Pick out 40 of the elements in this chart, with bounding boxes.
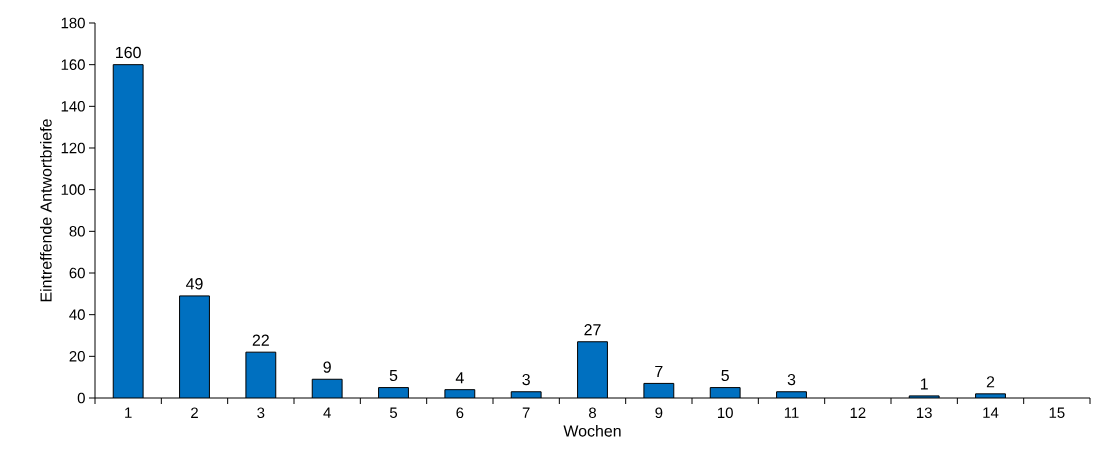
y-tick-label: 20 xyxy=(69,351,85,362)
x-tick-label: 13 xyxy=(917,407,932,419)
x-tick-label: 8 xyxy=(589,407,597,419)
data-label: 2 xyxy=(986,376,995,388)
data-label: 27 xyxy=(584,324,601,336)
data-label: 7 xyxy=(655,365,663,377)
x-tick-label: 4 xyxy=(323,407,331,418)
x-tick-label: 11 xyxy=(784,407,799,418)
data-label: 5 xyxy=(389,369,398,382)
x-tick-label: 2 xyxy=(191,407,198,418)
y-tick-label: 120 xyxy=(61,142,85,154)
x-tick-label: 3 xyxy=(257,407,265,419)
x-tick-label: 9 xyxy=(655,407,663,419)
y-tick-label: 60 xyxy=(69,267,85,279)
y-axis-title: Eintreffende Antwortbriefe xyxy=(40,119,52,302)
y-tick-label: 0 xyxy=(77,392,85,404)
x-tick-label: 6 xyxy=(456,407,464,419)
y-tick-label: 80 xyxy=(69,226,85,237)
data-label: 1 xyxy=(920,378,928,390)
y-tick-label: 100 xyxy=(61,184,85,195)
x-axis-title: Wochen xyxy=(563,424,621,437)
y-tick-label: 180 xyxy=(61,17,85,29)
x-tick-label: 12 xyxy=(850,407,866,418)
data-label: 5 xyxy=(721,369,729,382)
data-label: 22 xyxy=(252,334,269,346)
data-label: 160 xyxy=(116,46,141,59)
data-label: 3 xyxy=(522,373,530,386)
y-tick-label: 160 xyxy=(61,59,85,70)
data-label: 3 xyxy=(787,373,796,386)
y-tick-label: 140 xyxy=(61,101,85,112)
x-tick-label: 15 xyxy=(1049,407,1065,418)
x-tick-label: 10 xyxy=(718,407,733,419)
data-label: 9 xyxy=(323,361,331,373)
x-tick-label: 1 xyxy=(125,407,132,418)
x-tick-label: 14 xyxy=(983,407,999,418)
y-tick-label: 40 xyxy=(69,309,85,320)
data-label: 4 xyxy=(455,372,464,384)
x-tick-label: 5 xyxy=(389,407,398,418)
data-label: 49 xyxy=(186,278,203,290)
x-tick-label: 7 xyxy=(522,407,530,418)
